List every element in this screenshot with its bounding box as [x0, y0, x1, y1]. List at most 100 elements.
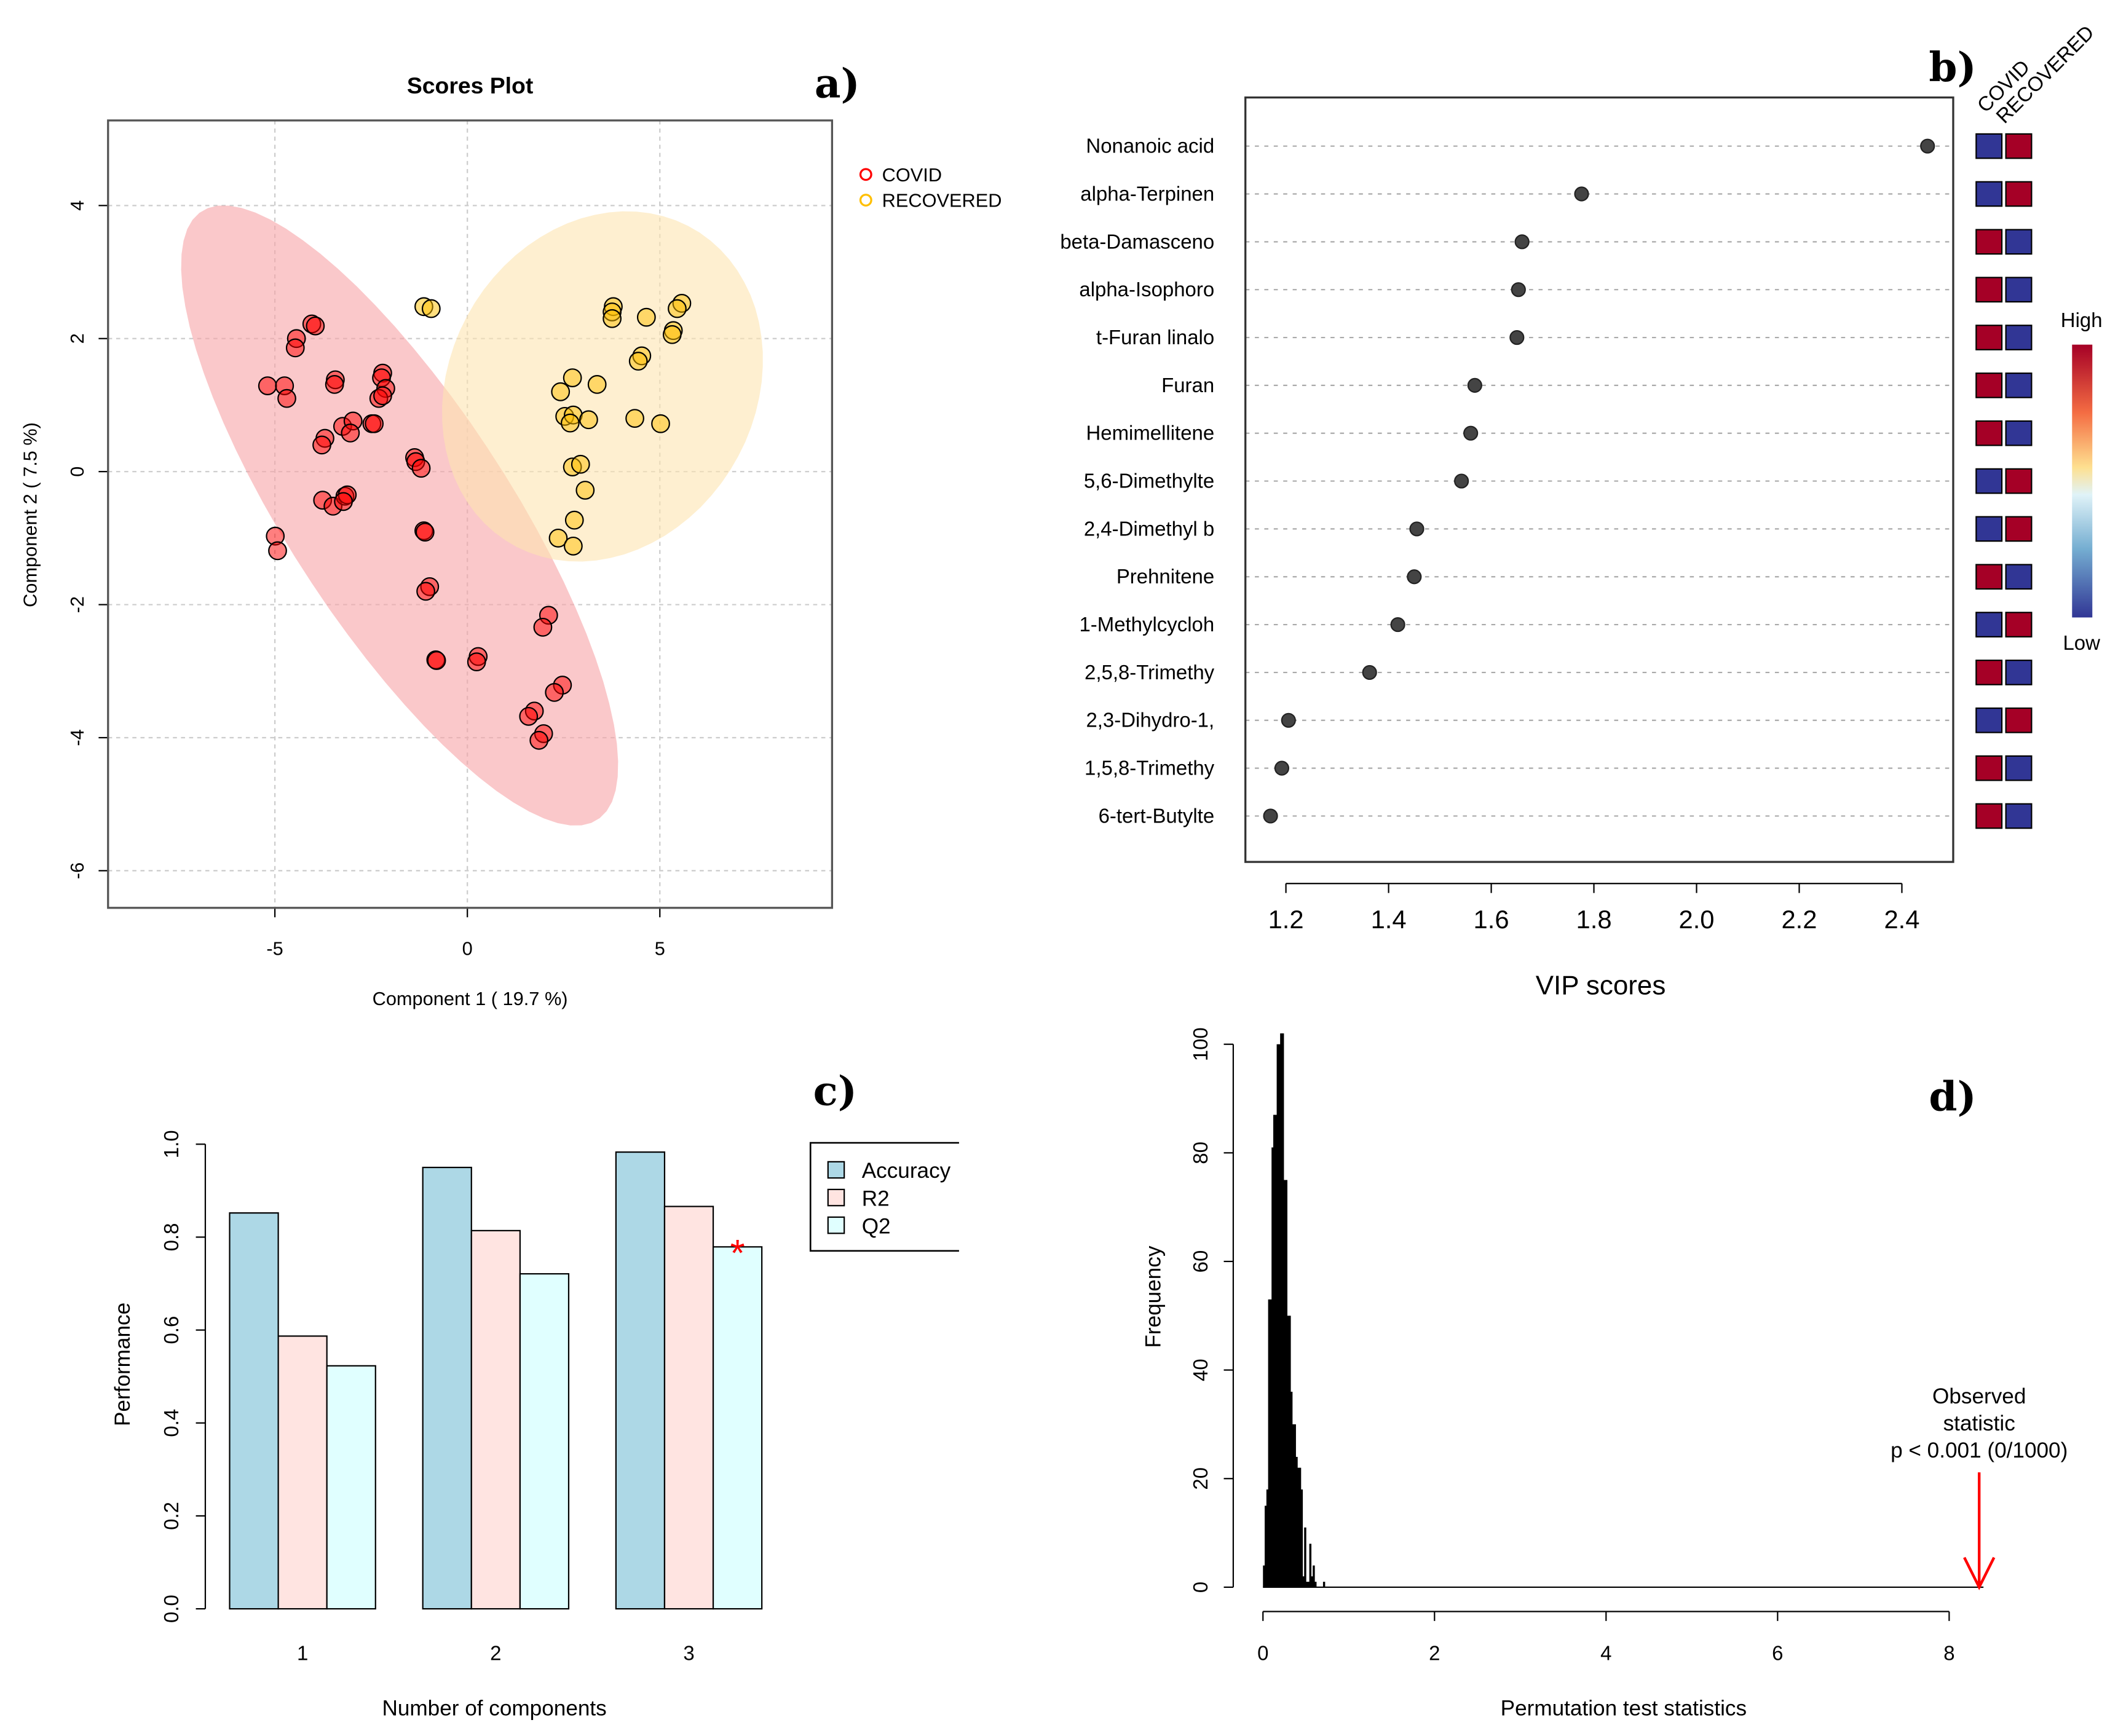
score-point-recovered — [662, 325, 682, 344]
feature-label: beta-Damasceno — [1060, 230, 1214, 253]
legend-swatch-q2 — [827, 1216, 845, 1234]
heatmap-cell — [2005, 373, 2033, 398]
vip-point — [1511, 282, 1526, 298]
histogram-bar — [1280, 1033, 1282, 1587]
legend-label: R2 — [862, 1186, 890, 1210]
feature-label: alpha-Isophoro — [1079, 278, 1214, 301]
legend-label: RECOVERED — [882, 190, 1002, 211]
plot-frame — [1244, 96, 1954, 863]
x-tick-label: 1.2 — [1268, 905, 1304, 934]
panel-a-scores-plot: Scores Plot -5 0 5 4 2 0 -2 -4 -6 Component 1 ( 19… — [19, 73, 1002, 1009]
vip-point — [1274, 760, 1290, 776]
feature-label: 5,6-Dimethylte — [1084, 470, 1214, 492]
y-tick-label: 1.0 — [160, 1130, 183, 1158]
feature-label: 2,3-Dihydro-1, — [1086, 709, 1214, 732]
score-point-recovered — [548, 528, 568, 548]
feature-label: 1,5,8-Trimethy — [1085, 757, 1215, 779]
x-tick-label: 2 — [490, 1642, 501, 1665]
y-axis-label: Component 2 ( 7.5 %) — [19, 422, 41, 607]
score-point-covid — [467, 652, 486, 672]
score-point-recovered — [571, 454, 590, 474]
vip-point — [1390, 617, 1405, 633]
histogram-bar — [1268, 1299, 1271, 1587]
y-tick-label: 4 — [66, 200, 88, 211]
histogram-bar — [1297, 1467, 1300, 1587]
feature-label: 1-Methylcycloh — [1079, 613, 1214, 636]
colorbar-high-label: High — [2061, 309, 2103, 331]
histogram-bar — [1302, 1576, 1305, 1587]
y-tick-label: -6 — [66, 862, 88, 879]
best-model-star: * — [730, 1232, 745, 1274]
heatmap-cell — [1975, 755, 2003, 781]
heatmap-cell — [2005, 468, 2033, 494]
heatmap-cell — [2005, 181, 2033, 207]
heatmap-cell — [1975, 707, 2003, 733]
heatmap-cell — [2005, 133, 2033, 159]
feature-label: 2,5,8-Trimethy — [1085, 661, 1215, 684]
panel-c-performance: 0.0 0.2 0.4 0.6 0.8 1.0 1 2 3 * Number of componen… — [111, 1130, 959, 1721]
y-tick-label: 0.0 — [160, 1595, 183, 1623]
heatmap-cell — [2005, 660, 2033, 685]
score-point-covid — [268, 541, 287, 561]
y-tick-label: 20 — [1189, 1467, 1212, 1490]
heatmap-cell — [2005, 755, 2033, 781]
score-point-covid — [415, 523, 435, 542]
x-tick-label: 1.8 — [1576, 905, 1612, 934]
legend-label: Q2 — [862, 1214, 891, 1238]
heatmap-cell — [1975, 803, 2003, 829]
score-point-covid — [334, 492, 353, 511]
y-tick-label: 60 — [1189, 1250, 1212, 1273]
y-tick-label: 0.4 — [160, 1409, 183, 1437]
score-point-covid — [258, 376, 277, 395]
vip-point — [1263, 808, 1278, 824]
legend-label: COVID — [882, 164, 942, 186]
score-point-recovered — [668, 299, 687, 318]
legend-marker-covid — [859, 168, 872, 181]
plot-frame — [107, 119, 834, 909]
legend-swatch-accuracy — [827, 1161, 845, 1179]
feature-label: alpha-Terpinen — [1080, 182, 1214, 205]
y-tick-label: 40 — [1189, 1359, 1212, 1381]
y-tick-label: 0.6 — [160, 1316, 183, 1344]
heatmap-cell — [2005, 229, 2033, 255]
panel-letter-c: c) — [813, 1067, 857, 1115]
heatmap-cell — [2005, 325, 2033, 350]
score-point-recovered — [564, 510, 584, 530]
histogram-bar — [1322, 1582, 1326, 1587]
score-point-covid — [373, 386, 392, 406]
panel-letter-a: a) — [815, 60, 860, 108]
y-tick-label: -4 — [66, 729, 88, 746]
y-tick-label: 80 — [1189, 1142, 1212, 1164]
histogram-bar — [1289, 1316, 1291, 1587]
histogram-bar — [1313, 1565, 1315, 1587]
x-tick-label: 8 — [1943, 1642, 1954, 1665]
y-axis-label: Frequency — [1141, 1245, 1165, 1347]
feature-label: Nonanoic acid — [1086, 135, 1214, 157]
score-point-covid — [411, 459, 431, 478]
histogram-bar — [1294, 1424, 1296, 1587]
y-tick-label: 0 — [1189, 1582, 1212, 1593]
heatmap-cell — [1975, 373, 2003, 398]
score-point-recovered — [651, 414, 670, 433]
x-tick-label: 0 — [1257, 1642, 1268, 1665]
heatmap-cell — [1975, 181, 2003, 207]
histogram-bar — [1304, 1527, 1306, 1587]
score-point-recovered — [625, 409, 644, 428]
score-point-covid — [285, 338, 305, 358]
histogram-bar — [1314, 1582, 1317, 1587]
legend-swatch-r2 — [827, 1188, 845, 1207]
score-point-recovered — [628, 352, 648, 371]
score-point-recovered — [575, 481, 595, 500]
score-point-covid — [341, 424, 360, 443]
score-point-covid — [306, 316, 325, 336]
heatmap-cell — [1975, 612, 2003, 637]
x-axis-label: Component 1 ( 19.7 %) — [373, 988, 568, 1009]
x-axis-label: Permutation test statistics — [1501, 1697, 1747, 1721]
histogram-bar — [1290, 1391, 1293, 1587]
feature-label: Furan — [1161, 374, 1214, 397]
heatmap-cell — [1975, 516, 2003, 542]
heatmap-cell — [2005, 420, 2033, 446]
score-point-recovered — [563, 368, 582, 387]
vip-point — [1920, 138, 1935, 154]
